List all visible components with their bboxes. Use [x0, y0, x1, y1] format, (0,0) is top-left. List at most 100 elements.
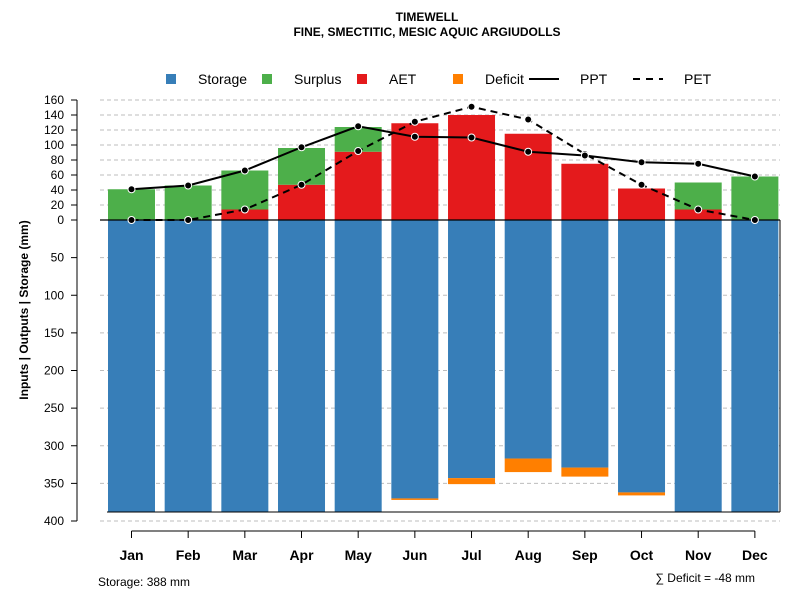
- y-tick-label: 120: [44, 123, 64, 137]
- aet-bar: [448, 115, 496, 220]
- y-tick-label: 350: [44, 476, 64, 490]
- pet-point: [524, 115, 533, 124]
- storage-bar: [448, 220, 496, 479]
- legend-swatch: [166, 74, 176, 84]
- y-tick-label: 80: [51, 153, 65, 167]
- y-tick-label: 140: [44, 108, 64, 122]
- ppt-point: [467, 133, 476, 142]
- y-tick-label: 20: [51, 198, 65, 212]
- surplus-bar: [108, 189, 155, 220]
- ppt-point: [127, 185, 136, 194]
- aet-bar: [674, 209, 722, 220]
- pet-point: [637, 180, 646, 189]
- pet-point: [467, 102, 476, 111]
- pet-point: [127, 216, 136, 224]
- surplus-bar: [731, 176, 779, 220]
- x-tick-label: Apr: [289, 547, 314, 563]
- series-lines: [127, 102, 759, 224]
- pet-point: [184, 216, 193, 224]
- legend-label: PET: [684, 71, 712, 87]
- chart-subtitle: FINE, SMECTITIC, MESIC AQUIC ARGIUDOLLS: [293, 25, 560, 39]
- storage-bar: [108, 220, 155, 512]
- ppt-point: [637, 158, 646, 167]
- storage-bar: [618, 220, 666, 493]
- legend-label: Storage: [198, 71, 247, 87]
- pet-point: [240, 205, 249, 214]
- pet-point: [410, 117, 419, 126]
- y-tick-label: 100: [44, 288, 64, 302]
- x-tick-label: Nov: [685, 547, 712, 563]
- storage-bar: [504, 220, 552, 459]
- aet-bar: [334, 151, 382, 220]
- aet-bar: [278, 184, 326, 220]
- deficit-bar: [618, 492, 666, 496]
- x-tick-label: Jul: [461, 547, 481, 563]
- legend: Storage Surplus AET Deficit PPT PET: [166, 71, 712, 87]
- y-tick-label: 60: [51, 168, 65, 182]
- deficit-sum-note: ∑ Deficit = -48 mm: [655, 571, 755, 585]
- ppt-point: [694, 159, 703, 168]
- ppt-point: [240, 166, 249, 175]
- storage-bar: [731, 220, 779, 512]
- pet-point: [297, 180, 306, 189]
- x-tick-label: Jan: [119, 547, 143, 563]
- x-tick-label: May: [345, 547, 372, 563]
- x-tick-label: Mar: [232, 547, 257, 563]
- legend-swatch: [453, 74, 463, 84]
- deficit-bar: [391, 498, 439, 500]
- ppt-point: [410, 132, 419, 141]
- x-tick-label: Jun: [402, 547, 427, 563]
- ppt-point: [297, 143, 306, 152]
- legend-label: Surplus: [294, 71, 341, 87]
- legend-label: Deficit: [485, 71, 524, 87]
- ppt-point: [580, 151, 589, 160]
- y-tick-label: 0: [57, 213, 64, 227]
- ppt-line: [131, 125, 756, 191]
- deficit-bar: [561, 467, 609, 477]
- aet-bar: [561, 163, 609, 220]
- storage-bar: [278, 220, 326, 512]
- bars: [100, 115, 781, 513]
- chart-title: TIMEWELL: [396, 10, 459, 24]
- x-tick-label: Sep: [572, 547, 598, 563]
- pet-point: [694, 205, 703, 214]
- x-tick-label: Oct: [630, 547, 654, 563]
- y-tick-label: 50: [51, 251, 65, 265]
- storage-bar: [221, 220, 269, 512]
- x-tick-label: Aug: [515, 547, 542, 563]
- surplus-bar: [674, 182, 722, 210]
- surplus-bar: [164, 185, 212, 220]
- y-tick-label: 100: [44, 138, 64, 152]
- deficit-bar: [504, 458, 552, 473]
- axes: 0204060801001201401605010015020025030035…: [44, 93, 768, 563]
- legend-label: PPT: [580, 71, 608, 87]
- pet-point: [354, 147, 363, 155]
- deficit-bar: [448, 478, 496, 485]
- storage-bar: [391, 220, 439, 499]
- y-tick-label: 40: [51, 183, 65, 197]
- ppt-point: [184, 181, 193, 190]
- storage-bar: [561, 220, 609, 468]
- y-axis-label: Inputs | Outputs | Storage (mm): [17, 220, 31, 399]
- storage-bar: [334, 220, 382, 512]
- y-tick-label: 400: [44, 514, 64, 528]
- x-tick-label: Feb: [176, 547, 201, 563]
- aet-bar: [221, 209, 269, 220]
- storage-bar: [164, 220, 212, 512]
- aet-bar: [618, 188, 666, 220]
- x-tick-label: Dec: [742, 547, 768, 563]
- y-tick-label: 250: [44, 401, 64, 415]
- gridlines: [100, 99, 780, 522]
- ppt-point: [524, 147, 533, 156]
- pet-point: [750, 216, 759, 224]
- ppt-point: [354, 122, 363, 131]
- ppt-point: [750, 172, 759, 181]
- storage-note: Storage: 388 mm: [98, 575, 190, 589]
- legend-swatch: [357, 74, 367, 84]
- y-tick-label: 200: [44, 364, 64, 378]
- surplus-bar: [221, 170, 269, 210]
- y-tick-label: 160: [44, 93, 64, 107]
- storage-bar: [674, 220, 722, 512]
- y-tick-label: 150: [44, 326, 64, 340]
